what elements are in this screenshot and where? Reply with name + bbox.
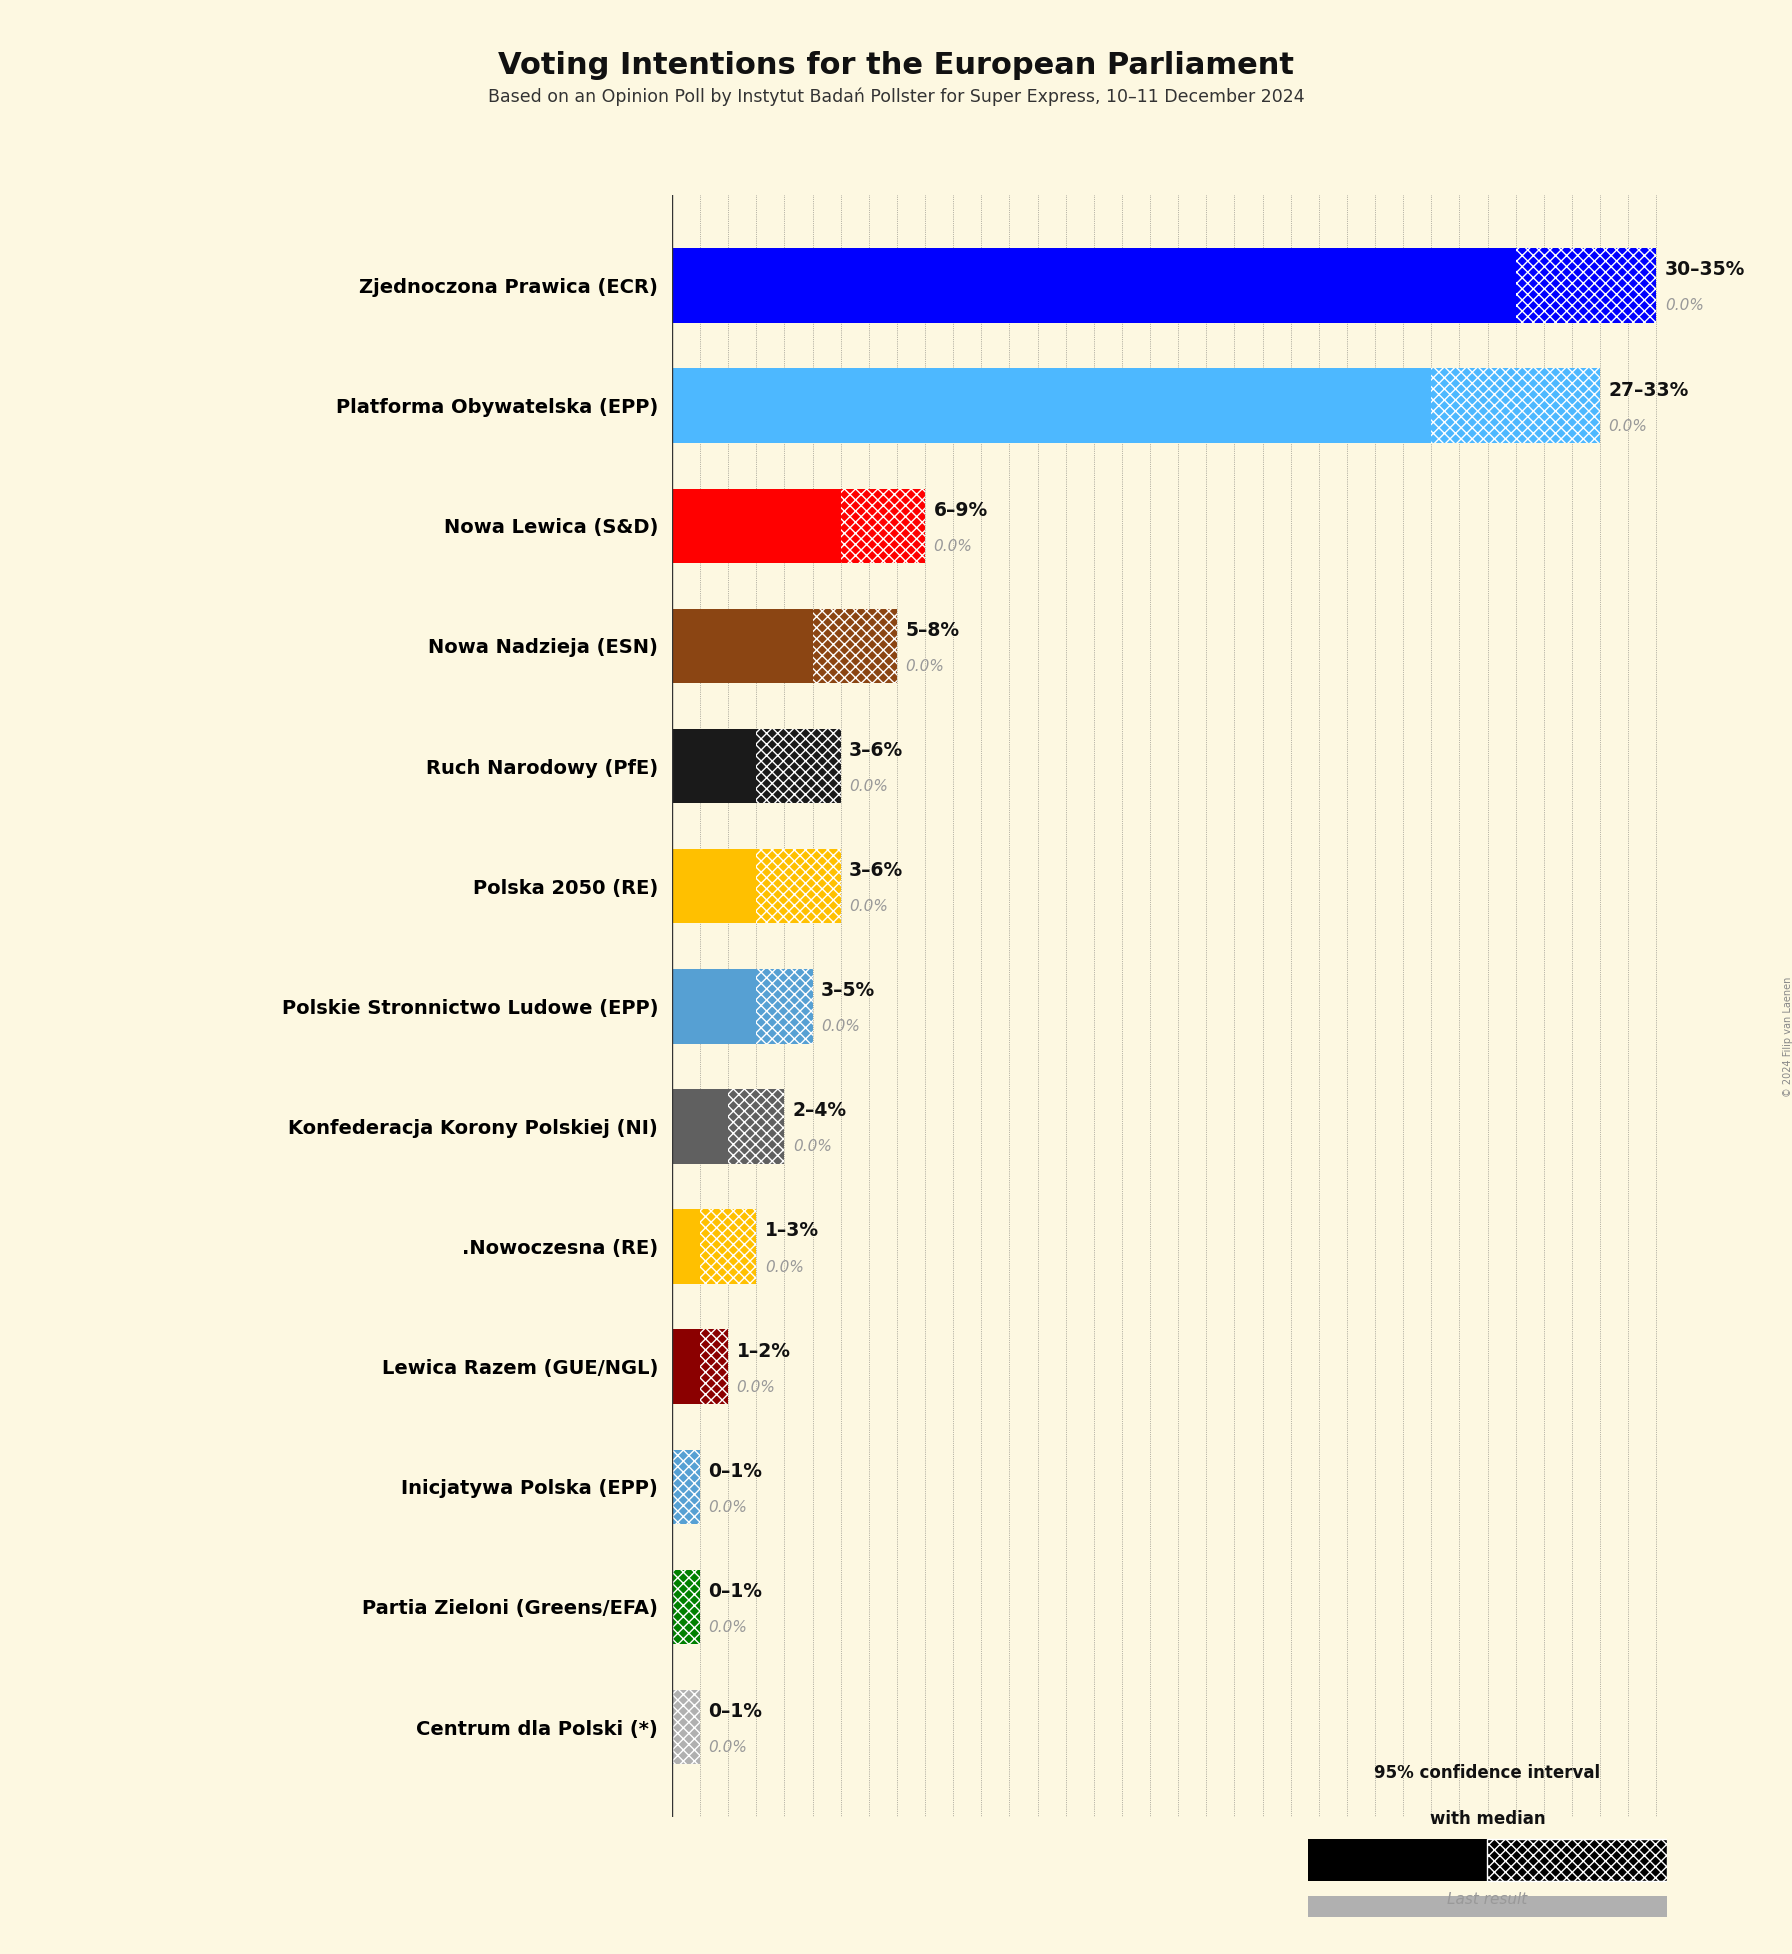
Text: 0.0%: 0.0% [821,1020,860,1034]
Text: 0.0%: 0.0% [792,1139,831,1155]
Bar [672,1088,728,1165]
Bar [756,969,812,1043]
Text: 0.0%: 0.0% [905,658,944,674]
Bar [1487,1839,1667,1882]
Text: 0–1%: 0–1% [708,1702,763,1721]
Bar [1516,248,1656,322]
Bar [701,1210,756,1284]
Bar [672,848,756,924]
Text: 1–2%: 1–2% [737,1342,790,1360]
Bar [1308,1895,1667,1917]
Text: 27–33%: 27–33% [1609,381,1688,399]
Text: 95% confidence interval: 95% confidence interval [1374,1764,1600,1782]
Text: with median: with median [1430,1811,1545,1829]
Text: 3–6%: 3–6% [849,741,903,760]
Bar [672,248,1516,322]
Text: 0.0%: 0.0% [1665,299,1704,313]
Text: 3–6%: 3–6% [849,862,903,879]
Bar [672,969,756,1043]
Text: 0–1%: 0–1% [708,1583,763,1600]
Text: 0.0%: 0.0% [1609,418,1647,434]
Text: 0.0%: 0.0% [708,1741,747,1755]
Bar [728,1088,785,1165]
Text: Based on an Opinion Poll by Instytut Badań Pollster for Super Express, 10–11 Dec: Based on an Opinion Poll by Instytut Bad… [487,88,1305,106]
Text: 0.0%: 0.0% [708,1501,747,1514]
Text: 6–9%: 6–9% [934,500,987,520]
Text: 0.0%: 0.0% [934,539,973,553]
Bar [701,1329,728,1405]
Text: Voting Intentions for the European Parliament: Voting Intentions for the European Parli… [498,51,1294,80]
Text: 0.0%: 0.0% [708,1620,747,1635]
Text: © 2024 Filip van Laenen: © 2024 Filip van Laenen [1783,977,1792,1098]
Text: 3–5%: 3–5% [821,981,874,1000]
Bar [840,488,925,563]
Bar [672,729,756,803]
Bar [672,608,812,684]
Bar [672,1450,701,1524]
Text: 0.0%: 0.0% [737,1380,776,1395]
Text: 2–4%: 2–4% [792,1102,848,1120]
Text: 1–3%: 1–3% [765,1221,819,1241]
Bar [672,488,840,563]
Text: 0.0%: 0.0% [849,899,889,914]
Text: Last result: Last result [1448,1891,1527,1907]
Text: 0.0%: 0.0% [849,780,889,793]
Bar [1432,369,1600,444]
Bar [672,1569,701,1643]
Bar [672,1329,701,1405]
Bar [812,608,898,684]
Bar [756,848,840,924]
Text: 0–1%: 0–1% [708,1462,763,1481]
Text: 0.0%: 0.0% [765,1260,803,1274]
Bar [756,729,840,803]
Bar [672,1690,701,1764]
Bar [672,369,1432,444]
Bar [672,1210,701,1284]
Text: 5–8%: 5–8% [905,621,959,639]
Text: 30–35%: 30–35% [1665,260,1745,279]
Bar [1308,1839,1487,1882]
